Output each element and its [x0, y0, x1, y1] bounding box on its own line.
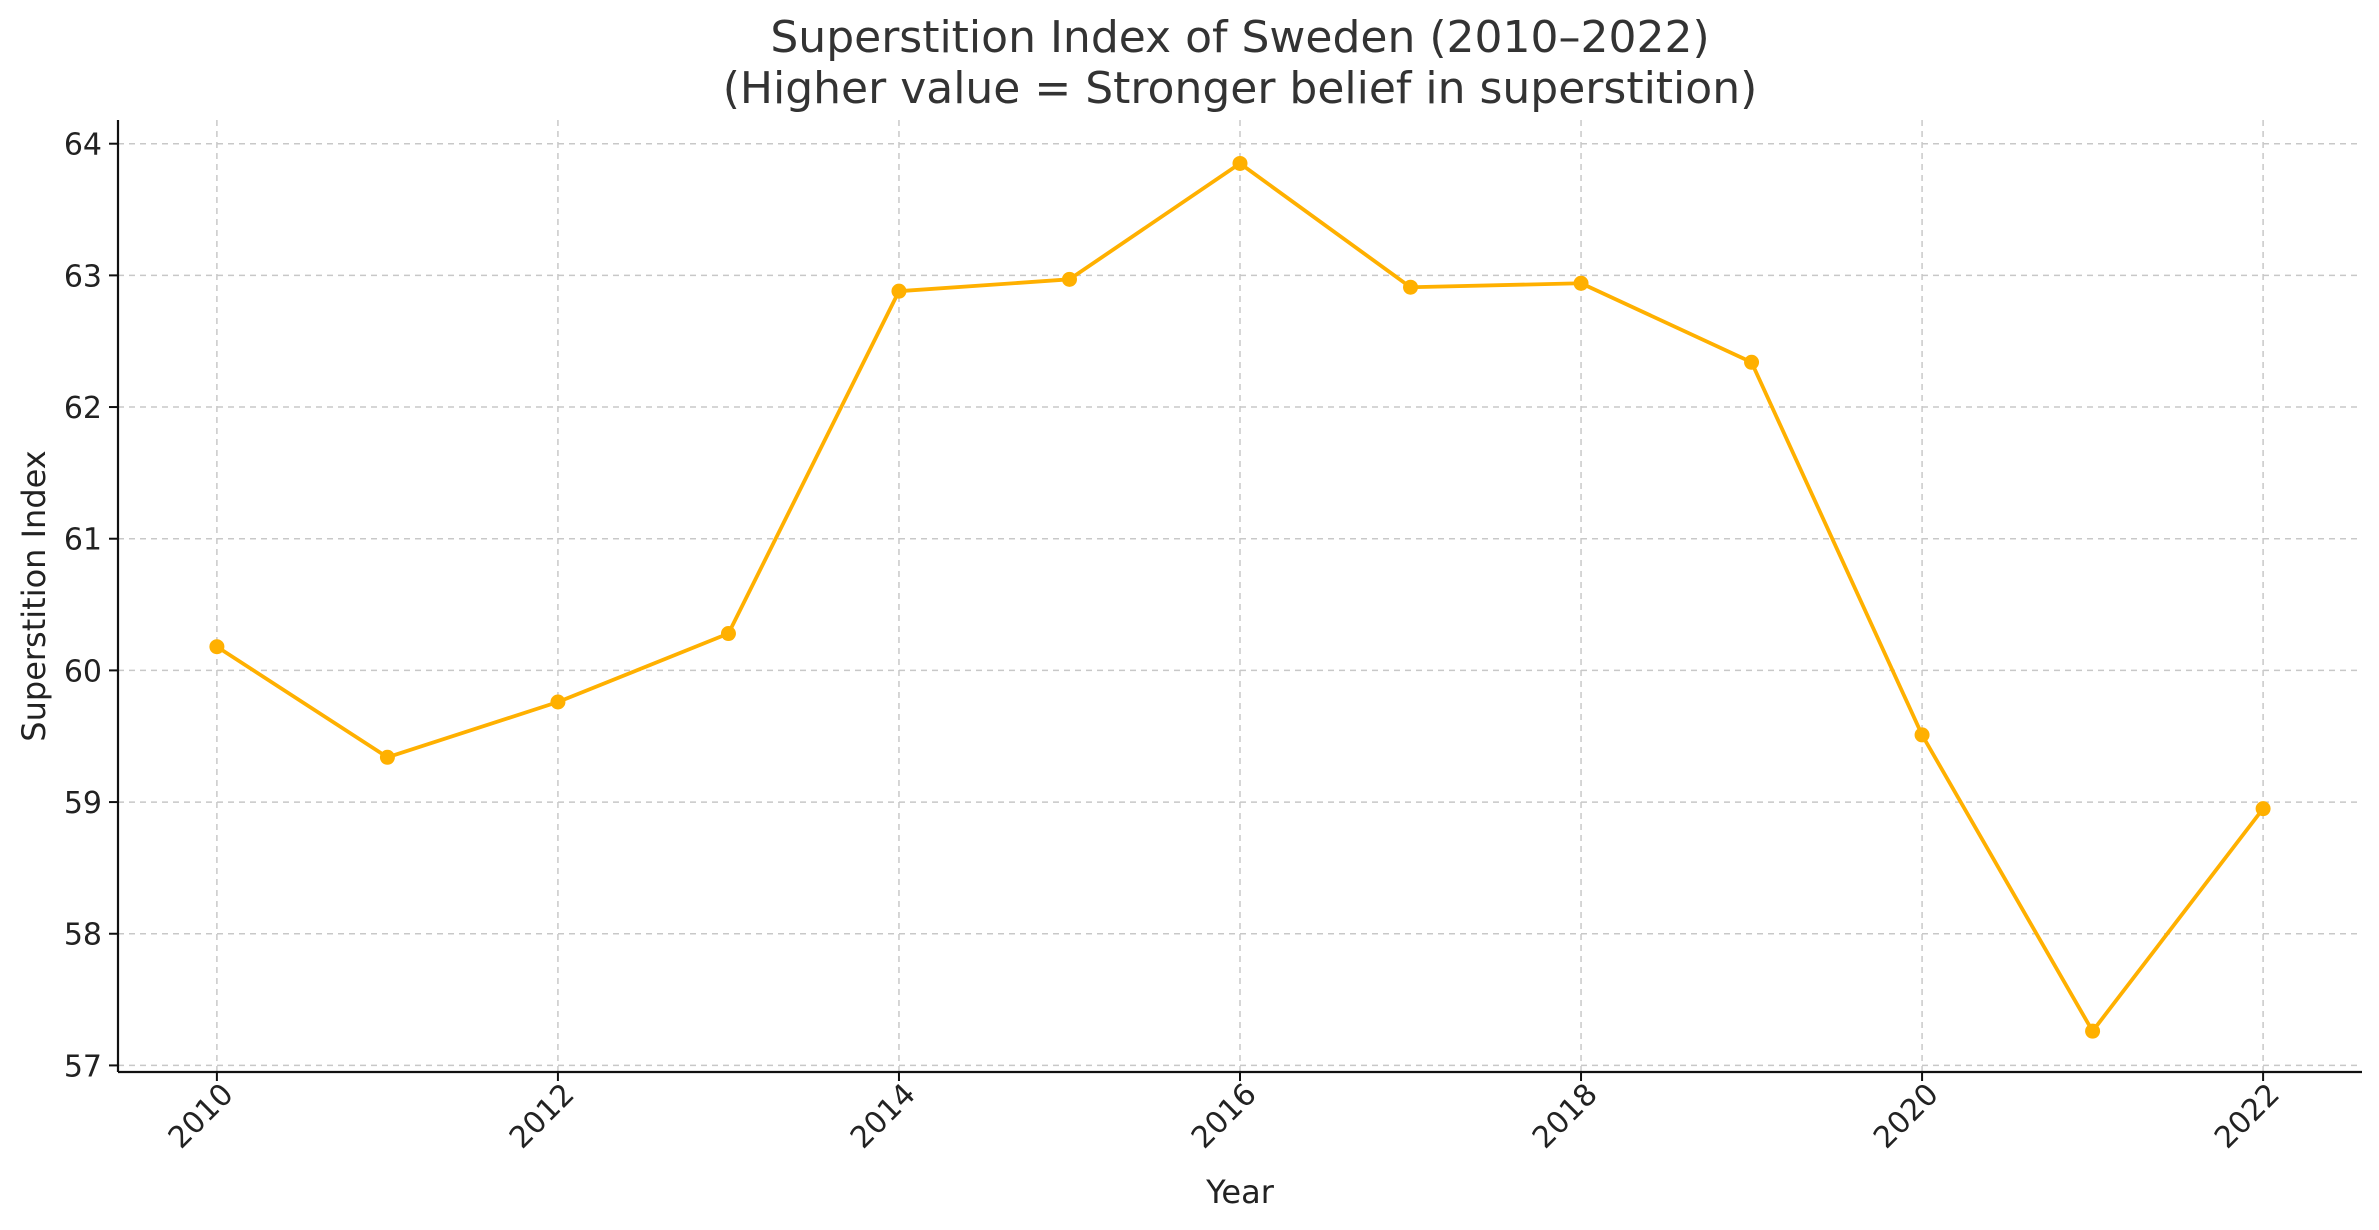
y-tick-label: 62 — [64, 391, 102, 426]
y-tick-label: 57 — [64, 1049, 102, 1084]
data-point — [720, 626, 736, 642]
data-point — [1403, 279, 1419, 295]
x-tick-label: 2014 — [844, 1077, 923, 1156]
data-point — [550, 694, 566, 710]
y-tick-label: 59 — [64, 786, 102, 821]
x-tick-label: 2010 — [162, 1077, 241, 1156]
y-axis-label: Superstition Index — [15, 450, 53, 741]
data-point — [1061, 271, 1077, 287]
y-tick-label: 61 — [64, 523, 102, 558]
y-tick-label: 60 — [64, 654, 102, 689]
y-tick-label: 63 — [64, 259, 102, 294]
data-point — [1744, 354, 1760, 370]
y-tick-label: 64 — [64, 128, 102, 163]
x-tick-label: 2022 — [2208, 1077, 2287, 1156]
chart-title-line-1: Superstition Index of Sweden (2010–2022) — [770, 12, 1709, 63]
series — [209, 155, 2271, 1039]
x-tick-label: 2016 — [1185, 1077, 1264, 1156]
data-point — [1232, 155, 1248, 171]
x-axis-label: Year — [1205, 1173, 1275, 1211]
data-point — [2255, 801, 2271, 817]
x-tick-label: 2012 — [503, 1077, 582, 1156]
data-point — [2085, 1023, 2101, 1039]
chart-title-line-2: (Higher value = Stronger belief in super… — [723, 63, 1758, 114]
data-point — [209, 639, 225, 655]
data-point — [1914, 727, 1930, 743]
data-point — [379, 749, 395, 765]
data-point — [891, 283, 907, 299]
grid — [118, 120, 2362, 1072]
y-tick-label: 58 — [64, 918, 102, 953]
x-tick-label: 2018 — [1526, 1077, 1605, 1156]
data-point — [1573, 275, 1589, 291]
tick-labels: 2010 2012 2014 2016 2018 2020 2022 57 58 59 60 61 62… — [64, 128, 2287, 1156]
x-tick-label: 2020 — [1867, 1077, 1946, 1156]
